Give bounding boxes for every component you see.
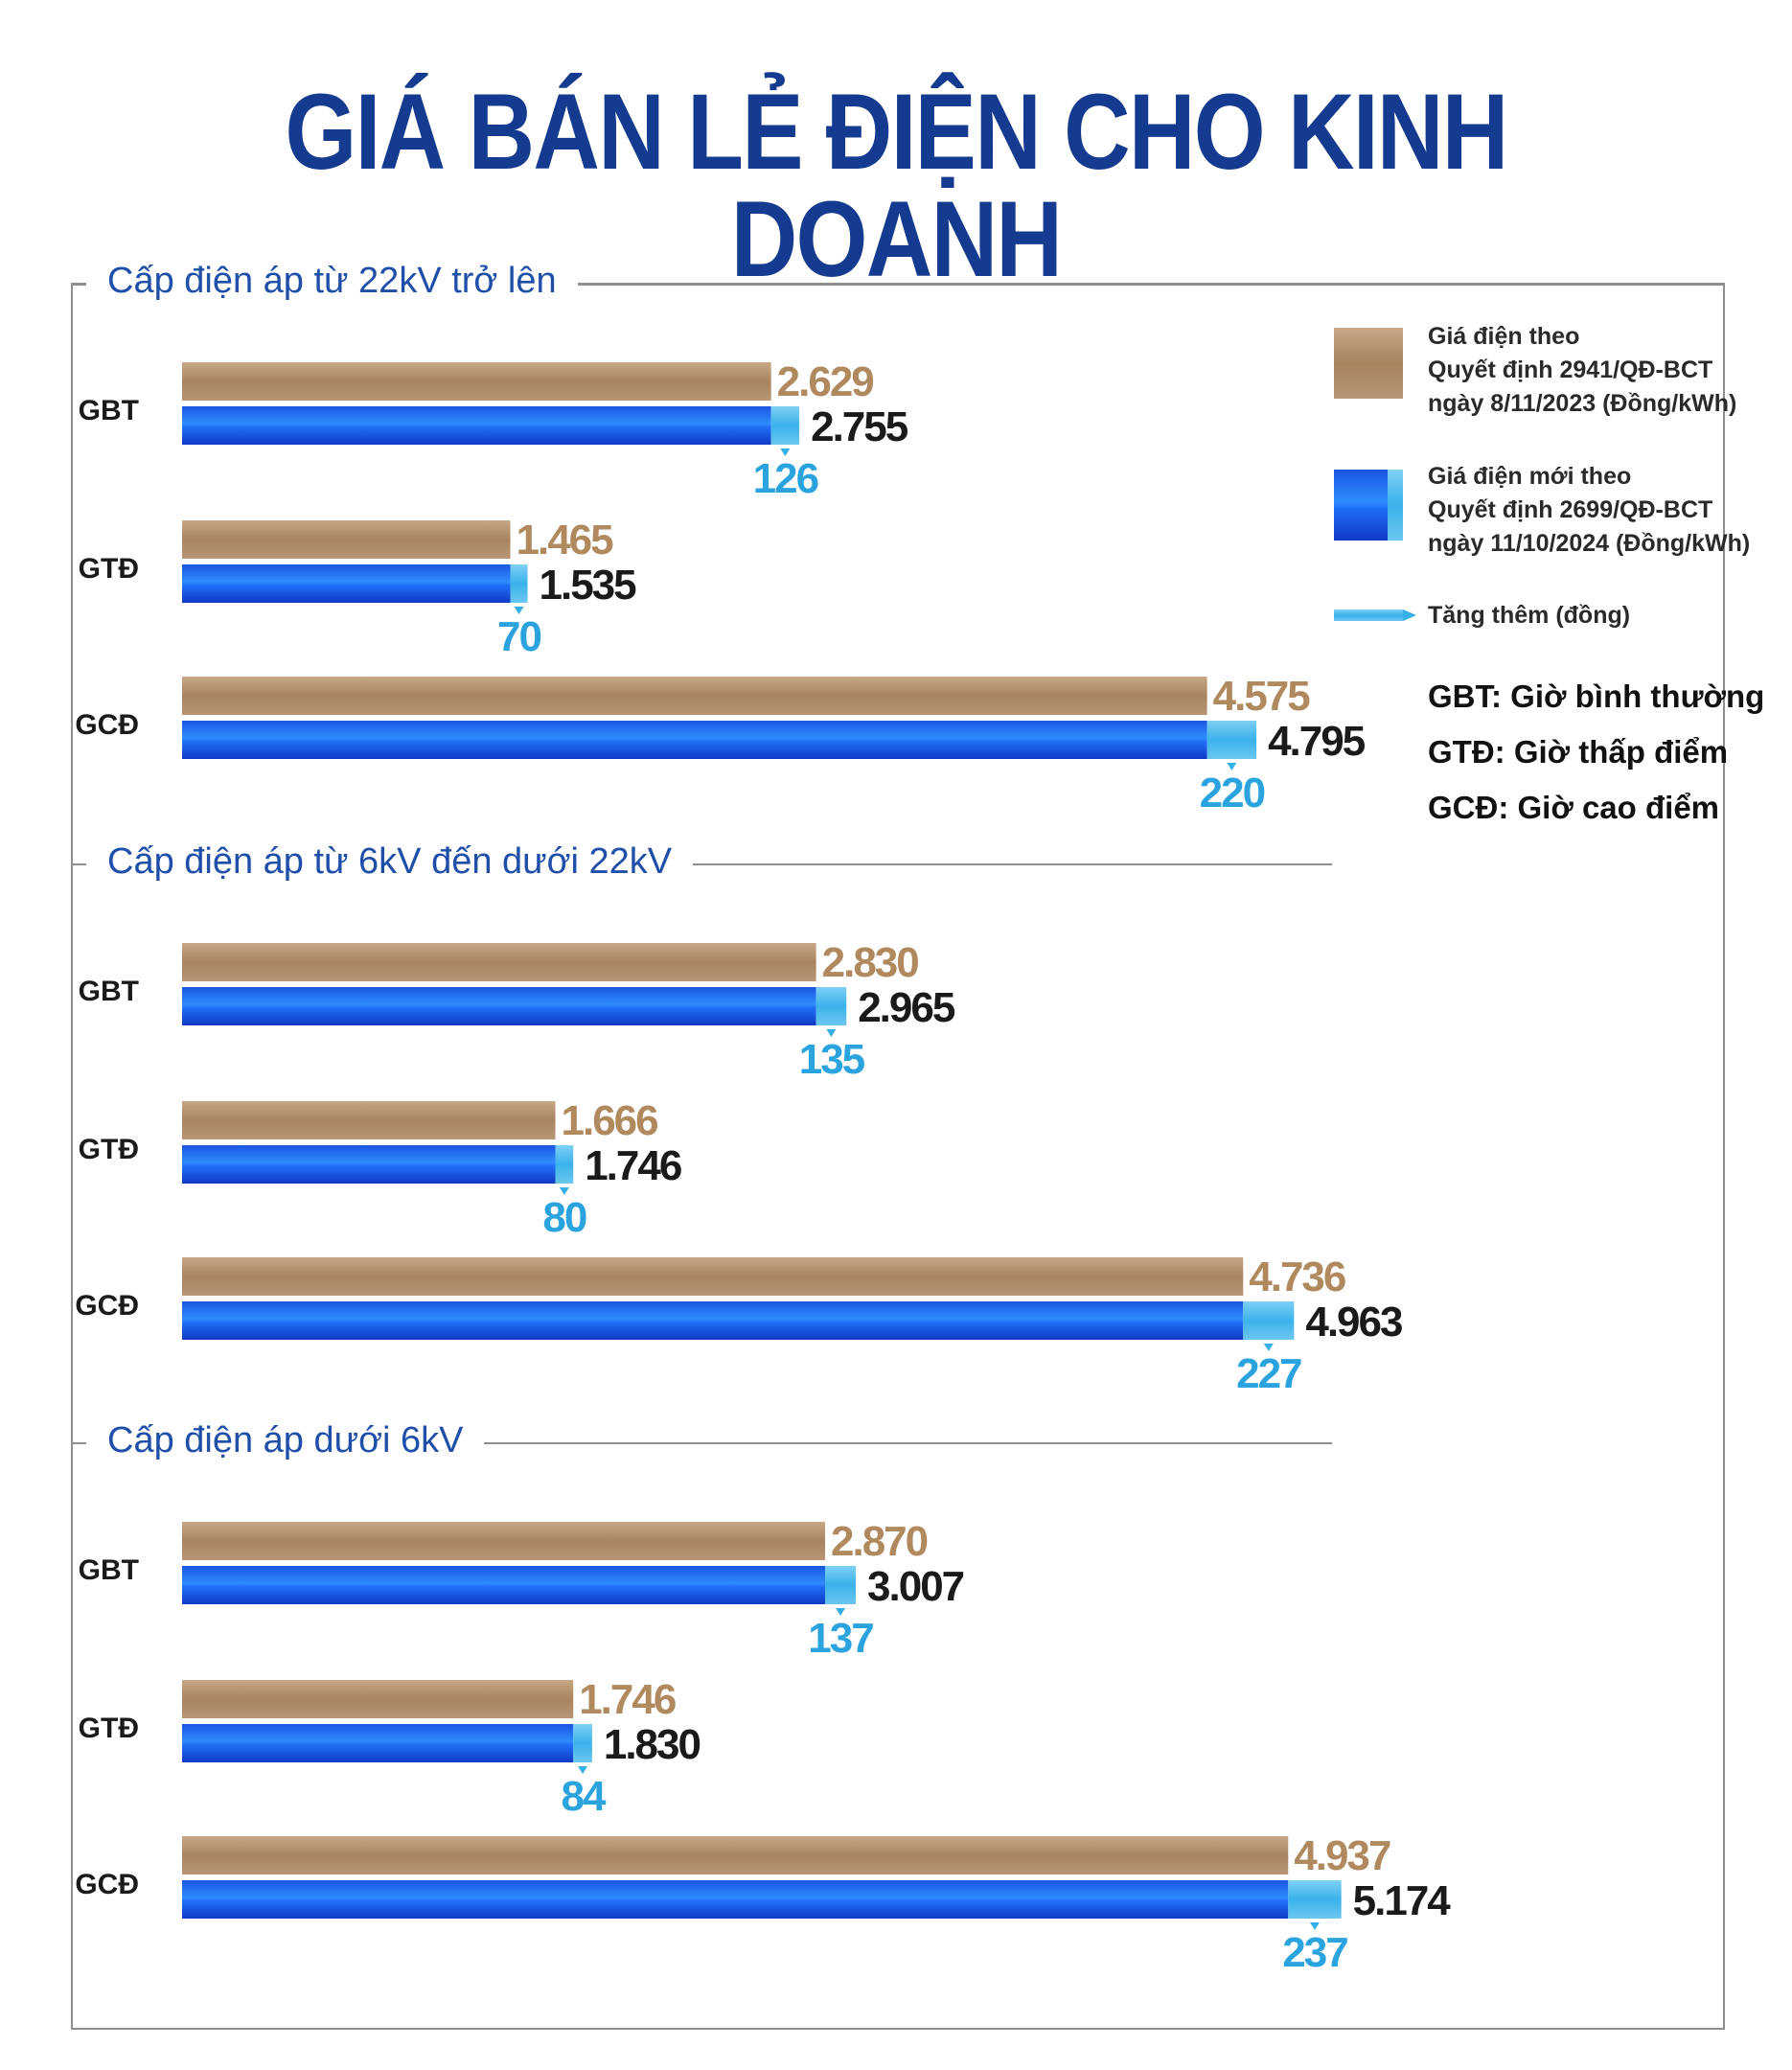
category-label: GTĐ xyxy=(79,1134,139,1165)
old-value-label: 1.666 xyxy=(562,1097,658,1144)
legend-new-increase-swatch xyxy=(1388,470,1403,540)
abbr-gbt: GBT: Giờ bình thường xyxy=(1428,678,1765,714)
increase-arrow-icon xyxy=(1227,763,1237,770)
legend-old-line3: ngày 8/11/2023 (Đồng/kWh) xyxy=(1428,390,1737,417)
old-value-label: 4.736 xyxy=(1249,1254,1345,1300)
bar-new xyxy=(182,1566,826,1604)
bar-increase xyxy=(770,406,800,445)
category-label: GTĐ xyxy=(79,553,139,585)
bar-increase xyxy=(1288,1880,1342,1919)
bar-increase xyxy=(510,564,528,603)
legend-old-text: Giá điện theo Quyết định 2941/QĐ-BCT ngà… xyxy=(1428,320,1736,421)
abbr-gcd: GCĐ: Giờ cao điểm xyxy=(1428,790,1720,825)
old-value-label: 4.575 xyxy=(1213,673,1311,720)
increase-arrow-icon xyxy=(780,448,791,456)
new-value-label: 1.746 xyxy=(585,1142,681,1189)
new-value-label: 4.963 xyxy=(1305,1299,1402,1346)
new-value-label: 2.965 xyxy=(858,984,955,1031)
bar-increase xyxy=(555,1145,574,1184)
category-label: GBT xyxy=(79,976,139,1007)
category-label: GBT xyxy=(79,395,139,426)
bar-old xyxy=(182,677,1207,715)
section-title-22kv: Cấp điện áp từ 22kV trở lên xyxy=(86,263,578,299)
bar-new xyxy=(182,1145,556,1184)
increase-value-label: 80 xyxy=(542,1194,586,1241)
increase-value-label: 70 xyxy=(497,613,540,660)
legend-old-line2: Quyết định 2941/QĐ-BCT xyxy=(1428,356,1713,383)
bar-increase xyxy=(1206,721,1257,759)
legend-new-line2: Quyết định 2699/QĐ-BCT xyxy=(1428,496,1713,523)
bar-new xyxy=(182,1301,1244,1340)
bar-old xyxy=(182,362,771,401)
old-value-label: 2.870 xyxy=(831,1518,928,1565)
bar-increase xyxy=(1243,1301,1295,1340)
increase-value-label: 84 xyxy=(562,1773,607,1820)
new-value-label: 1.535 xyxy=(540,562,637,609)
increase-arrow-icon xyxy=(836,1608,846,1616)
section-title-6-22kv: Cấp điện áp từ 6kV đến dưới 22kV xyxy=(86,843,694,880)
new-value-label: 4.795 xyxy=(1268,718,1366,765)
legend-old-swatch xyxy=(1334,328,1403,399)
legend-increase-swatch xyxy=(1334,610,1403,621)
bar-old xyxy=(182,1836,1289,1874)
legend-new-line3: ngày 11/10/2024 (Đồng/kWh) xyxy=(1428,530,1751,557)
new-value-label: 3.007 xyxy=(867,1563,964,1610)
increase-value-label: 126 xyxy=(753,455,818,502)
category-label: GTĐ xyxy=(79,1713,139,1744)
increase-arrow-icon xyxy=(559,1187,569,1195)
category-label: GCĐ xyxy=(75,1869,139,1900)
old-value-label: 2.830 xyxy=(822,939,919,986)
bar-increase xyxy=(573,1724,592,1762)
page-title: GIÁ BÁN LẺ ĐIỆN CHO KINH DOANH xyxy=(285,72,1508,299)
increase-arrow-icon xyxy=(578,1766,588,1774)
legend-new-swatch xyxy=(1334,470,1388,540)
bar-old xyxy=(182,1257,1244,1296)
abbr-gtd: GTĐ: Giờ thấp điểm xyxy=(1428,734,1729,770)
new-value-label: 5.174 xyxy=(1353,1877,1452,1924)
bar-old xyxy=(182,1522,826,1560)
legend-old-line1: Giá điện theo xyxy=(1428,323,1580,350)
increase-value-label: 220 xyxy=(1200,770,1265,816)
legend-increase-text: Tăng thêm (đồng) xyxy=(1428,602,1631,629)
bar-new xyxy=(182,1724,574,1762)
increase-value-label: 237 xyxy=(1282,1929,1347,1976)
bar-new xyxy=(182,564,511,603)
category-label: GBT xyxy=(79,1554,139,1586)
bar-old xyxy=(182,1680,574,1718)
new-value-label: 2.755 xyxy=(811,403,908,450)
bar-new xyxy=(182,406,771,445)
bar-new xyxy=(182,1880,1289,1919)
increase-arrow-icon xyxy=(826,1029,837,1037)
bar-new xyxy=(182,721,1207,759)
old-value-label: 1.465 xyxy=(517,517,614,564)
category-label: GCĐ xyxy=(75,709,139,741)
increase-arrow-icon xyxy=(1263,1344,1274,1351)
category-label: GCĐ xyxy=(75,1290,139,1322)
old-value-label: 2.629 xyxy=(777,358,874,405)
increase-value-label: 137 xyxy=(808,1615,873,1662)
increase-arrow-icon xyxy=(514,607,524,614)
new-value-label: 1.830 xyxy=(604,1721,701,1768)
section-title-under-6kv: Cấp điện áp dưới 6kV xyxy=(86,1422,485,1459)
legend-new-text: Giá điện mới theo Quyết định 2699/QĐ-BCT… xyxy=(1428,460,1750,561)
bar-increase xyxy=(816,987,847,1025)
bar-new xyxy=(182,987,816,1025)
increase-value-label: 227 xyxy=(1236,1350,1301,1397)
old-value-label: 1.746 xyxy=(579,1676,676,1723)
increase-arrow-icon xyxy=(1309,1922,1320,1930)
bar-old xyxy=(182,520,511,559)
bar-old xyxy=(182,943,816,981)
legend-increase-arrow-icon xyxy=(1403,610,1416,621)
bar-old xyxy=(182,1101,556,1139)
old-value-label: 4.937 xyxy=(1294,1832,1390,1879)
increase-value-label: 135 xyxy=(799,1036,865,1083)
bar-increase xyxy=(825,1566,857,1604)
legend-new-line1: Giá điện mới theo xyxy=(1428,463,1632,490)
